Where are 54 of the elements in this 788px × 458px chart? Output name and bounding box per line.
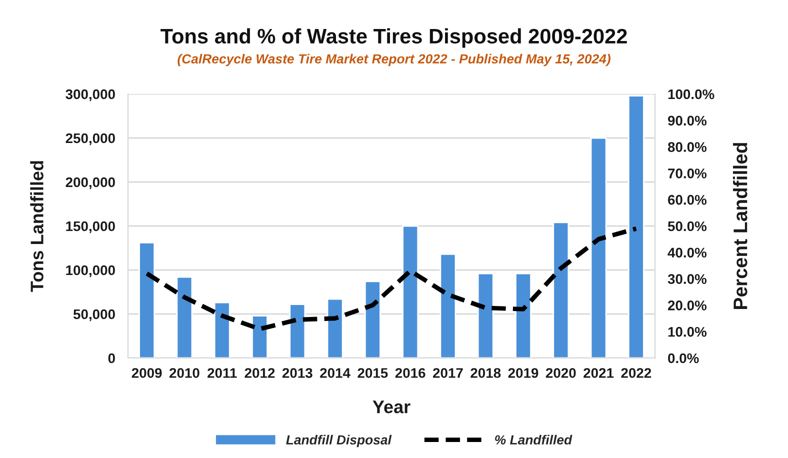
bar: [402, 225, 419, 358]
chart-subtitle: (CalRecycle Waste Tire Market Report 2022 - Published May 15, 2024): [178, 54, 610, 66]
y-tick-label: 300,000: [66, 89, 115, 102]
x-tick-label: 2010: [170, 368, 200, 378]
y-axis-title: Tons Landfilled: [30, 161, 44, 292]
bar: [628, 95, 644, 358]
x-tick-label: 2019: [508, 368, 538, 378]
x-tick-label: 2009: [132, 368, 162, 378]
x-axis-title: Year: [372, 400, 410, 414]
y-tick-label: 150,000: [66, 221, 115, 234]
legend-label: % Landfilled: [495, 434, 572, 445]
x-tick-label: 2021: [584, 368, 614, 378]
y2-tick-label: 60.0%: [668, 194, 707, 205]
x-tick-label: 2020: [546, 368, 576, 378]
x-tick-label: 2022: [621, 368, 652, 378]
bar: [590, 137, 607, 358]
bar: [289, 304, 306, 358]
y2-tick-label: 20.0%: [668, 300, 707, 310]
y2-axis-title: Percent Landfilled: [733, 142, 748, 309]
y-tick-label: 0: [108, 353, 115, 364]
bar: [364, 280, 381, 358]
bar: [552, 222, 570, 358]
x-tick-label: 2015: [358, 368, 388, 378]
y-tick-label: 200,000: [66, 177, 115, 190]
x-tick-label: 2018: [470, 368, 501, 378]
x-tick-label: 2013: [282, 368, 312, 378]
bar: [515, 272, 532, 358]
y2-tick-label: 40.0%: [668, 248, 707, 258]
y-tick-label: 100,000: [66, 265, 115, 278]
bar: [138, 242, 156, 358]
bar: [326, 298, 344, 358]
bar: [252, 315, 268, 358]
y2-tick-label: 30.0%: [668, 274, 707, 284]
y2-tick-label: 70.0%: [668, 168, 707, 178]
chart-title: Tons and % of Waste Tires Disposed 2009-2022: [160, 28, 627, 48]
x-tick-label: 2016: [395, 368, 426, 378]
x-tick-label: 2011: [208, 368, 237, 378]
y2-tick-label: 100.0%: [668, 89, 714, 100]
y2-tick-label: 90.0%: [668, 116, 707, 126]
x-tick-label: 2017: [433, 368, 463, 378]
legend-label: Landfill Disposal: [286, 434, 392, 448]
bar: [440, 253, 456, 358]
x-tick-label: 2014: [320, 368, 350, 378]
bar: [214, 302, 230, 358]
bar: [176, 276, 193, 358]
line-series: [144, 226, 638, 332]
bar: [477, 272, 494, 358]
y2-tick-label: 50.0%: [668, 221, 707, 232]
y-tick-label: 250,000: [66, 133, 115, 146]
y-tick-label: 50,000: [73, 309, 115, 322]
y2-tick-label: 0.0%: [668, 353, 699, 364]
x-tick-label: 2012: [244, 368, 275, 378]
y2-tick-label: 80.0%: [668, 142, 707, 152]
y2-tick-label: 10.0%: [668, 326, 707, 337]
